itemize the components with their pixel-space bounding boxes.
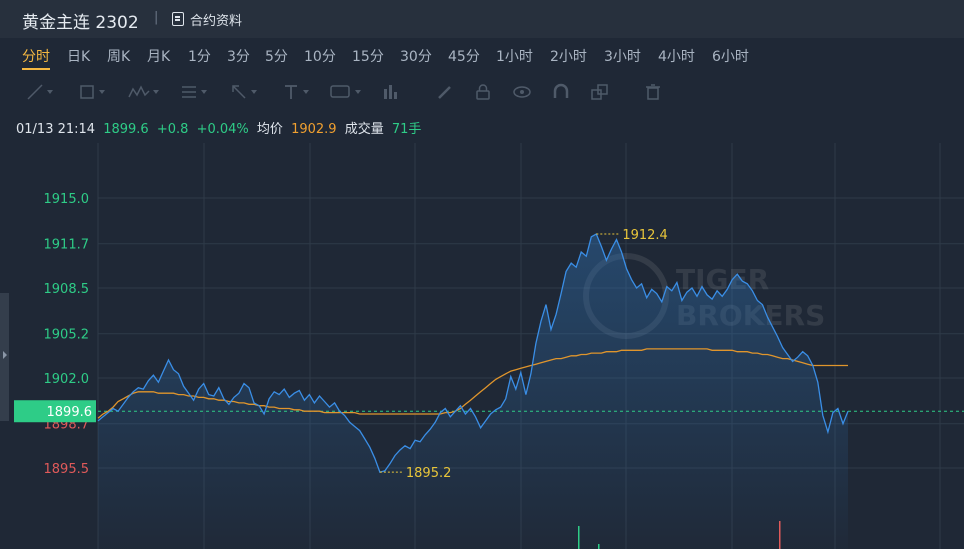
quote-time: 01/13 21:14 — [16, 122, 96, 137]
pencil-icon — [438, 86, 451, 99]
rectangle-tool-button[interactable] — [78, 80, 105, 104]
volume-label: 成交量 — [344, 122, 384, 137]
y-tick-label: 1905.2 — [44, 328, 90, 343]
tab-3min[interactable]: 3分 — [227, 49, 250, 65]
tab-2hour[interactable]: 2小时 — [550, 49, 587, 65]
line-tool-icon — [27, 84, 43, 100]
lock-icon — [476, 84, 490, 100]
annotation-tool-button[interactable] — [330, 80, 361, 104]
volume-bar — [578, 526, 580, 549]
contract-info-label: 合约资料 — [190, 13, 243, 29]
low-price-label: 1895.2 — [406, 466, 452, 481]
contract-info-button[interactable]: 合约资料 — [172, 9, 242, 29]
volume-bar — [598, 544, 600, 549]
pattern-tool-button[interactable] — [128, 80, 159, 104]
tab-3hour[interactable]: 3小时 — [604, 49, 641, 65]
lock-button[interactable] — [474, 80, 492, 104]
price-line — [97, 233, 849, 473]
quote-change-pct: +0.04% — [196, 122, 249, 137]
delete-button[interactable] — [644, 80, 662, 104]
high-price-label: 1912.4 — [622, 228, 668, 243]
price-area — [98, 234, 848, 549]
trash-icon — [646, 84, 660, 100]
fibonacci-tool-button[interactable] — [180, 80, 207, 104]
current-price-badge — [14, 400, 96, 423]
y-tick-label: 1911.7 — [44, 238, 90, 253]
tab-1hour[interactable]: 1小时 — [496, 49, 533, 65]
header-separator: | — [154, 10, 159, 25]
tab-15min[interactable]: 15分 — [352, 49, 384, 65]
y-tick-label: 1915.0 — [44, 192, 90, 207]
volume-value: 71手 — [391, 122, 422, 137]
tab-week-k[interactable]: 周K — [107, 49, 131, 65]
tab-6hour[interactable]: 6小时 — [712, 49, 749, 65]
line-tool-button[interactable] — [26, 80, 53, 104]
quote-info-bar: 01/13 21:14 1899.6 +0.8 +0.04% 均价 1902.9… — [16, 118, 425, 137]
avg-price-line — [97, 348, 848, 419]
volume-bar — [779, 521, 781, 549]
y-tick-label: 1908.5 — [44, 282, 90, 297]
bars-tool-icon — [384, 85, 397, 99]
y-tick-label: 1895.5 — [44, 462, 90, 477]
bars-tool-button[interactable] — [382, 80, 400, 104]
tab-4hour[interactable]: 4小时 — [658, 49, 695, 65]
arrow-tool-button[interactable] — [230, 80, 257, 104]
annotation-tool-icon — [330, 85, 350, 98]
fibonacci-tool-icon — [182, 86, 196, 98]
arrow-tool-icon — [232, 85, 246, 99]
instrument-title: 黄金主连 2302 — [22, 13, 139, 33]
document-icon — [172, 12, 184, 26]
tab-day-k[interactable]: 日K — [67, 49, 91, 65]
pencil-button[interactable] — [436, 80, 454, 104]
pattern-tool-icon — [128, 85, 150, 98]
quote-change: +0.8 — [156, 122, 189, 137]
text-tool-icon — [285, 85, 297, 99]
quote-price: 1899.6 — [103, 122, 149, 137]
period-tabs: 分时 日K 周K 月K 1分 3分 5分 10分 15分 30分 45分 1小时… — [0, 38, 964, 74]
tab-month-k[interactable]: 月K — [147, 49, 171, 65]
rectangle-tool-icon — [80, 85, 94, 99]
visibility-button[interactable] — [512, 80, 532, 104]
current-price-badge-label: 1899.6 — [47, 405, 93, 420]
text-tool-button[interactable] — [282, 80, 309, 104]
tab-5min[interactable]: 5分 — [265, 49, 288, 65]
tab-time-share[interactable]: 分时 — [22, 46, 50, 70]
tab-1min[interactable]: 1分 — [188, 49, 211, 65]
magnet-icon — [553, 83, 569, 98]
avg-price-value: 1902.9 — [291, 122, 337, 137]
tab-10min[interactable]: 10分 — [304, 49, 336, 65]
drawing-toolbar — [0, 76, 964, 108]
layers-icon — [591, 84, 608, 100]
header-bar: 黄金主连 2302 | 合约资料 — [0, 0, 964, 38]
y-tick-label: 1902.0 — [44, 372, 90, 387]
side-panel-toggle[interactable] — [0, 293, 9, 421]
layers-button[interactable] — [590, 80, 610, 104]
tab-45min[interactable]: 45分 — [448, 49, 480, 65]
eye-icon — [513, 86, 531, 98]
tab-30min[interactable]: 30分 — [400, 49, 432, 65]
avg-price-label: 均价 — [256, 122, 283, 137]
magnet-button[interactable] — [552, 80, 570, 104]
